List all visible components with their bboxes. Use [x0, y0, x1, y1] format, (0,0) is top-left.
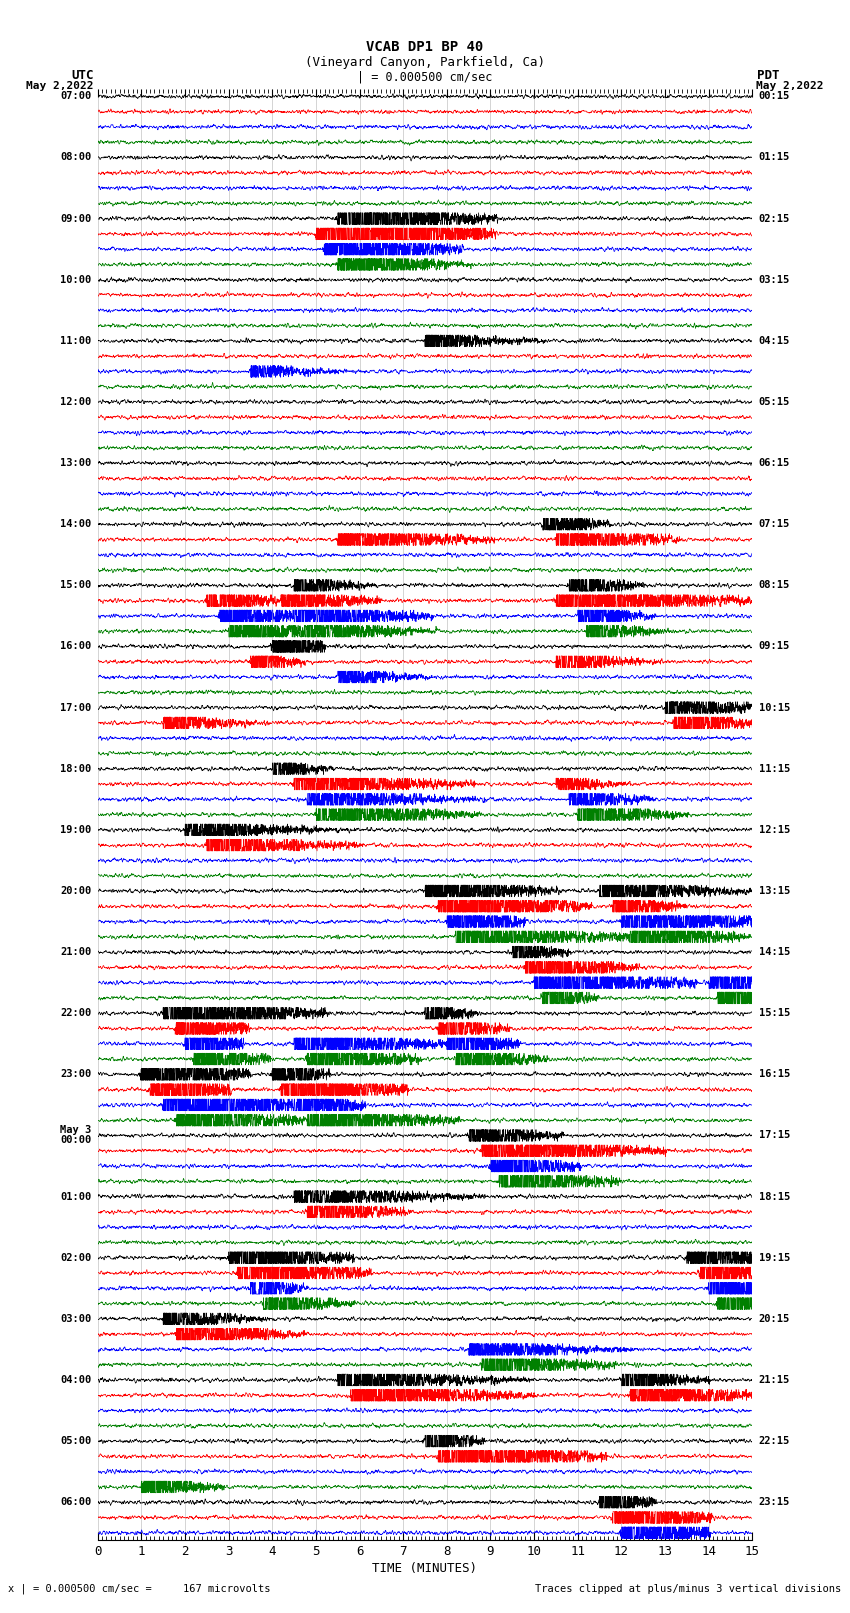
Text: 18:15: 18:15 [759, 1192, 790, 1202]
Text: 17:00: 17:00 [60, 703, 91, 713]
Text: 09:15: 09:15 [759, 642, 790, 652]
Text: (Vineyard Canyon, Parkfield, Ca): (Vineyard Canyon, Parkfield, Ca) [305, 56, 545, 69]
Text: 19:15: 19:15 [759, 1253, 790, 1263]
Text: 13:15: 13:15 [759, 886, 790, 895]
Text: 19:00: 19:00 [60, 824, 91, 836]
Text: 02:15: 02:15 [759, 213, 790, 224]
Text: 23:15: 23:15 [759, 1497, 790, 1507]
Text: May 3: May 3 [60, 1126, 91, 1136]
Text: Traces clipped at plus/minus 3 vertical divisions: Traces clipped at plus/minus 3 vertical … [536, 1584, 842, 1594]
Text: 10:00: 10:00 [60, 274, 91, 286]
Text: 15:00: 15:00 [60, 581, 91, 590]
Text: 23:00: 23:00 [60, 1069, 91, 1079]
Text: May 2,2022: May 2,2022 [756, 81, 824, 90]
Text: 14:00: 14:00 [60, 519, 91, 529]
Text: 06:15: 06:15 [759, 458, 790, 468]
Text: 07:15: 07:15 [759, 519, 790, 529]
Text: 16:00: 16:00 [60, 642, 91, 652]
Text: 05:00: 05:00 [60, 1436, 91, 1447]
Text: 18:00: 18:00 [60, 763, 91, 774]
Text: 00:15: 00:15 [759, 92, 790, 102]
Text: 03:15: 03:15 [759, 274, 790, 286]
X-axis label: TIME (MINUTES): TIME (MINUTES) [372, 1563, 478, 1576]
Text: 09:00: 09:00 [60, 213, 91, 224]
Text: 15:15: 15:15 [759, 1008, 790, 1018]
Text: 21:00: 21:00 [60, 947, 91, 957]
Text: x | = 0.000500 cm/sec =     167 microvolts: x | = 0.000500 cm/sec = 167 microvolts [8, 1582, 271, 1594]
Text: PDT: PDT [756, 69, 779, 82]
Text: 08:15: 08:15 [759, 581, 790, 590]
Text: 02:00: 02:00 [60, 1253, 91, 1263]
Text: 10:15: 10:15 [759, 703, 790, 713]
Text: 01:15: 01:15 [759, 153, 790, 163]
Text: 07:00: 07:00 [60, 92, 91, 102]
Text: 11:00: 11:00 [60, 336, 91, 345]
Text: 21:15: 21:15 [759, 1374, 790, 1386]
Text: 08:00: 08:00 [60, 153, 91, 163]
Text: 12:00: 12:00 [60, 397, 91, 406]
Text: 13:00: 13:00 [60, 458, 91, 468]
Text: 04:00: 04:00 [60, 1374, 91, 1386]
Text: 04:15: 04:15 [759, 336, 790, 345]
Text: 22:15: 22:15 [759, 1436, 790, 1447]
Text: 17:15: 17:15 [759, 1131, 790, 1140]
Text: 11:15: 11:15 [759, 763, 790, 774]
Text: 14:15: 14:15 [759, 947, 790, 957]
Text: 22:00: 22:00 [60, 1008, 91, 1018]
Text: 16:15: 16:15 [759, 1069, 790, 1079]
Text: 03:00: 03:00 [60, 1315, 91, 1324]
Text: 05:15: 05:15 [759, 397, 790, 406]
Text: 00:00: 00:00 [60, 1136, 91, 1145]
Text: 06:00: 06:00 [60, 1497, 91, 1507]
Text: May 2,2022: May 2,2022 [26, 81, 94, 90]
Text: VCAB DP1 BP 40: VCAB DP1 BP 40 [366, 40, 484, 55]
Text: 20:00: 20:00 [60, 886, 91, 895]
Text: 12:15: 12:15 [759, 824, 790, 836]
Text: 01:00: 01:00 [60, 1192, 91, 1202]
Text: UTC: UTC [71, 69, 94, 82]
Text: 20:15: 20:15 [759, 1315, 790, 1324]
Text: | = 0.000500 cm/sec: | = 0.000500 cm/sec [357, 71, 493, 84]
